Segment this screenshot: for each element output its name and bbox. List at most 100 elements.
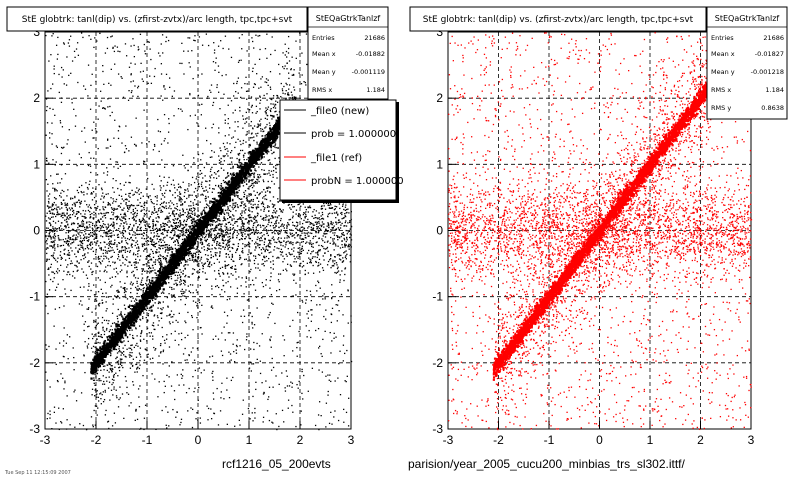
- scatter-point: [328, 422, 331, 425]
- scatter-point: [218, 175, 220, 177]
- scatter-point: [58, 227, 61, 229]
- scatter-point: [104, 365, 106, 367]
- scatter-point: [234, 265, 237, 267]
- scatter-point: [152, 220, 154, 223]
- scatter-point: [262, 197, 264, 199]
- scatter-point: [135, 262, 137, 264]
- scatter-point: [342, 231, 344, 234]
- scatter-point: [103, 270, 105, 273]
- scatter-point: [307, 206, 309, 209]
- scatter-point: [145, 238, 148, 240]
- scatter-point: [163, 86, 165, 88]
- scatter-point: [155, 211, 157, 213]
- scatter-point: [55, 363, 57, 366]
- scatter-point: [100, 235, 102, 237]
- scatter-point: [199, 173, 201, 175]
- scatter-point: [158, 150, 160, 153]
- scatter-point: [344, 267, 347, 269]
- scatter-point: [136, 292, 138, 295]
- scatter-point: [75, 247, 77, 249]
- scatter-point: [49, 386, 51, 388]
- scatter-point: [235, 278, 237, 280]
- scatter-point: [200, 372, 202, 374]
- scatter-point: [319, 250, 321, 252]
- scatter-point: [261, 128, 264, 131]
- scatter-point: [104, 108, 106, 110]
- scatter-point: [121, 247, 123, 249]
- scatter-point: [306, 221, 308, 223]
- scatter-point: [162, 256, 164, 258]
- scatter-point: [267, 316, 269, 319]
- scatter-point: [154, 349, 156, 351]
- scatter-point: [136, 191, 138, 194]
- scatter-point: [260, 86, 262, 88]
- scatter-point: [265, 219, 267, 221]
- scatter-point: [156, 211, 158, 213]
- scatter-point: [272, 263, 275, 265]
- scatter-point: [257, 176, 259, 178]
- scatter-point: [131, 227, 134, 229]
- scatter-point: [57, 237, 60, 239]
- scatter-point: [152, 220, 155, 223]
- scatter-point: [137, 87, 139, 89]
- scatter-point: [93, 377, 95, 379]
- scatter-point: [193, 259, 196, 261]
- scatter-point: [93, 233, 95, 235]
- scatter-point: [116, 315, 118, 317]
- scatter-point: [147, 314, 149, 317]
- scatter-point: [200, 239, 202, 241]
- scatter-point: [52, 159, 54, 161]
- scatter-point: [347, 208, 349, 210]
- scatter-point: [143, 215, 145, 217]
- scatter-point: [174, 271, 176, 274]
- scatter-point: [74, 264, 76, 267]
- scatter-point: [69, 238, 71, 240]
- scatter-point: [152, 357, 154, 359]
- scatter-point: [47, 247, 49, 249]
- scatter-point: [184, 359, 186, 361]
- scatter-point: [173, 228, 175, 230]
- scatter-point: [91, 231, 94, 234]
- scatter-point: [307, 211, 309, 213]
- scatter-point: [201, 213, 203, 215]
- scatter-point: [153, 163, 155, 165]
- scatter-point: [156, 203, 158, 206]
- scatter-point: [192, 204, 195, 206]
- scatter-point: [184, 167, 186, 169]
- scatter-point: [162, 363, 164, 365]
- scatter-point: [232, 214, 234, 216]
- scatter-point: [166, 315, 168, 317]
- scatter-point: [344, 246, 346, 248]
- scatter-point: [102, 208, 104, 210]
- scatter-point: [100, 218, 102, 220]
- scatter-point: [233, 206, 236, 209]
- scatter-point: [59, 245, 62, 247]
- scatter-point: [222, 155, 224, 157]
- scatter-point: [288, 77, 290, 80]
- scatter-point: [319, 227, 321, 230]
- scatter-point: [246, 133, 248, 135]
- scatter-point: [94, 37, 96, 39]
- scatter-point: [338, 219, 340, 221]
- scatter-point: [69, 198, 72, 200]
- scatter-point: [292, 243, 294, 246]
- scatter-point: [134, 234, 136, 236]
- scatter-point: [90, 416, 93, 418]
- scatter-point: [79, 244, 81, 246]
- scatter-point: [88, 236, 90, 239]
- scatter-point: [344, 251, 346, 253]
- scatter-point: [219, 267, 222, 270]
- scatter-point: [188, 387, 190, 390]
- scatter-point: [166, 246, 168, 248]
- scatter-point: [113, 388, 115, 390]
- scatter-point: [165, 73, 168, 76]
- scatter-point: [228, 396, 231, 399]
- scatter-point: [276, 257, 278, 259]
- scatter-point: [72, 222, 75, 224]
- scatter-point: [173, 219, 175, 222]
- scatter-point: [49, 210, 51, 212]
- scatter-point: [98, 245, 100, 247]
- scatter-point: [267, 205, 269, 207]
- scatter-point: [268, 169, 270, 172]
- scatter-point: [237, 120, 239, 123]
